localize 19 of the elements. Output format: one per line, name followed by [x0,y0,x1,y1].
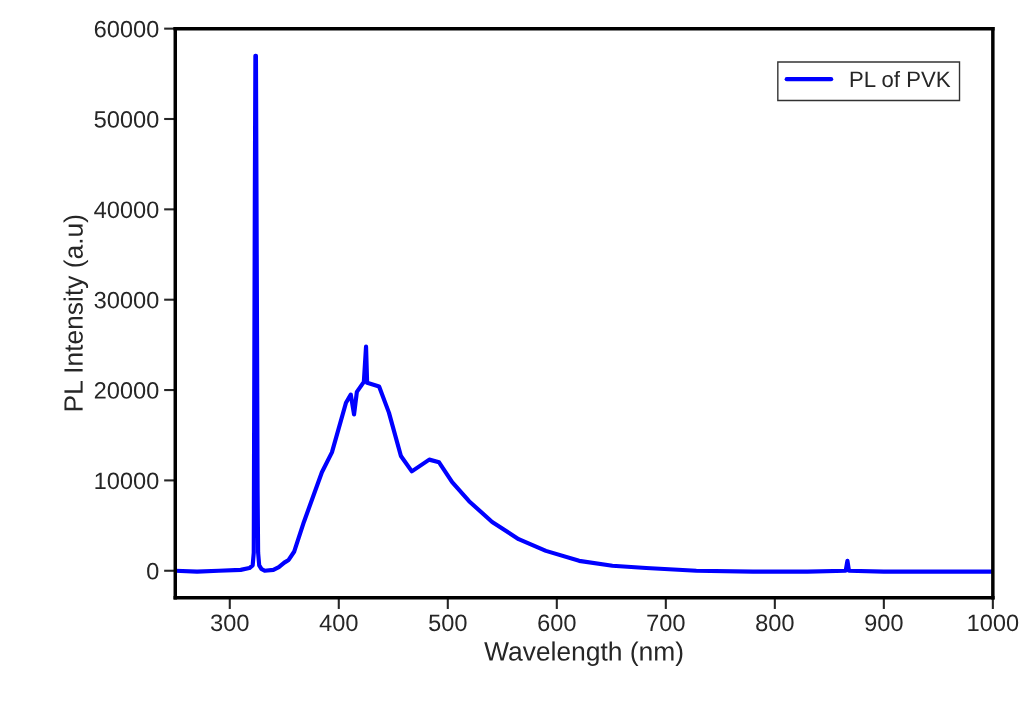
y-tick-label: 50000 [94,111,159,128]
x-tick-label: 300 [210,614,249,632]
x-tick-label: 500 [429,614,467,632]
y-tick-label: 20000 [94,382,159,399]
line-series [175,53,993,574]
x-tick-label: 700 [647,614,685,632]
y-tick-label: 60000 [94,20,159,38]
y-axis-title: PL Intensity (a.u) [63,215,89,411]
x-tick-label: 800 [756,614,794,632]
y-tick-label: 40000 [94,201,159,219]
legend-label: PL of PVK [850,70,951,88]
y-tick-label: 0 [147,562,159,580]
x-tick-label: 1000 [968,614,1019,632]
y-tick-label: 30000 [94,291,159,309]
y-tick-label: 10000 [95,472,159,490]
x-axis-title: Wavelength (nm) [484,641,683,666]
x-tick-label: 400 [319,614,358,632]
x-tick-label: 900 [865,614,903,632]
x-tick-label: 600 [538,614,576,632]
